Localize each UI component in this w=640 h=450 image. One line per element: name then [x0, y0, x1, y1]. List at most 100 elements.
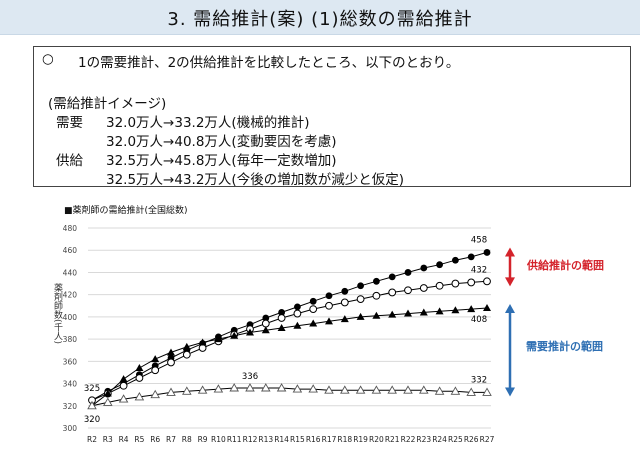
supply-range-arrow: [505, 247, 515, 287]
demand-label: 需要: [56, 115, 83, 131]
data-point: [451, 306, 460, 314]
data-point: [182, 386, 192, 395]
x-tick-label: R21: [385, 435, 400, 444]
data-point: [293, 321, 302, 329]
x-tick-label: R26: [464, 435, 479, 444]
data-point: [340, 385, 350, 394]
x-tick-label: R18: [337, 435, 352, 444]
x-tick-label: R17: [322, 435, 337, 444]
data-point: [119, 375, 128, 383]
data-label: 458: [471, 235, 487, 245]
y-axis-label-text: 薬剤師数(千人): [52, 282, 63, 344]
data-point: [372, 311, 381, 319]
data-point: [309, 305, 318, 314]
data-point: [341, 287, 349, 295]
data-point: [118, 394, 129, 403]
data-point: [182, 350, 191, 359]
demand-range-arrow: [505, 304, 515, 397]
data-point: [434, 386, 445, 395]
demand-line-2: 32.0万人→40.8万人(変動要因を考慮): [106, 134, 337, 150]
series-line: [91, 251, 488, 401]
y-tick-label: 340: [63, 380, 78, 389]
data-point: [467, 253, 475, 261]
data-point: [325, 301, 333, 310]
data-point: [261, 326, 270, 334]
x-tick-label: R6: [150, 435, 160, 444]
data-label: 332: [471, 375, 487, 385]
data-point: [166, 387, 176, 396]
x-tick-label: R15: [290, 435, 305, 444]
supply-line-1: 32.5万人→45.8万人(毎年一定数増加): [106, 153, 337, 169]
data-point: [87, 400, 97, 410]
data-point: [198, 344, 207, 352]
y-tick-label: 360: [63, 357, 78, 366]
summary-heading: (需給推計イメージ): [48, 96, 167, 112]
data-point: [293, 309, 302, 318]
bullet-mark: ○: [42, 51, 54, 67]
data-point: [134, 391, 145, 401]
data-point: [340, 315, 349, 323]
series-line: [91, 280, 488, 401]
series-3: [87, 383, 492, 410]
data-point: [467, 305, 476, 313]
x-tick-label: R2: [87, 435, 97, 444]
data-point: [371, 385, 382, 394]
data-point: [213, 384, 224, 393]
data-point: [372, 291, 381, 300]
data-point: [325, 292, 333, 300]
data-point: [340, 298, 349, 307]
series-line: [91, 307, 488, 407]
data-point: [214, 335, 223, 343]
data-point: [324, 385, 334, 394]
y-tick-label: 380: [63, 335, 78, 344]
y-tick-label: 420: [63, 291, 78, 300]
grid: [88, 227, 491, 429]
data-point: [119, 381, 128, 390]
x-tick-label: R25: [448, 435, 463, 444]
data-point: [261, 319, 270, 328]
x-tick-label: R8: [182, 435, 192, 444]
y-tick-label: 400: [63, 313, 78, 322]
supply-range-label: 供給推計の範囲: [527, 259, 604, 272]
data-point: [150, 389, 160, 399]
data-point: [450, 386, 461, 395]
data-point: [277, 324, 286, 331]
summary-box: ○ 1の需要推計、2の供給推計を比較したところ、以下のとおり。 (需給推計イメー…: [33, 46, 631, 188]
data-point: [403, 385, 413, 394]
data-point: [135, 364, 144, 371]
data-point: [435, 281, 444, 290]
data-point: [151, 355, 160, 363]
chart-label: ■薬剤師の需給推計(全国総数): [64, 206, 188, 216]
data-point: [388, 273, 396, 281]
data-point: [198, 338, 207, 346]
x-tick-label: R24: [432, 435, 447, 444]
data-point: [103, 397, 113, 406]
x-tick-label: R20: [369, 435, 384, 444]
data-point: [452, 256, 459, 264]
data-point: [404, 309, 412, 317]
series-2: [88, 304, 491, 409]
x-tick-label: R11: [227, 435, 242, 444]
x-tick-label: R4: [119, 435, 129, 444]
data-point: [246, 328, 254, 336]
data-point: [466, 387, 476, 396]
x-tick-label: R16: [306, 435, 321, 444]
supply-label: 供給: [56, 153, 83, 169]
demand-line-1: 32.0万人→33.2万人(機械的推計): [106, 115, 310, 131]
data-point: [435, 307, 444, 315]
x-tick-label: R9: [198, 435, 208, 444]
x-tick-label: R27: [480, 435, 495, 444]
x-tick-label: R14: [274, 435, 289, 444]
demand-range-label: 需要推計の範囲: [526, 340, 603, 353]
data-point: [356, 295, 365, 304]
data-point: [483, 249, 491, 256]
data-point: [419, 284, 428, 292]
data-point: [167, 348, 175, 356]
y-tick-labels: 300 320 340 360 380 400 420 440 460 480: [63, 224, 78, 433]
supply-line-2: 32.5万人→43.2万人(今後の増加数が減少と仮定): [106, 172, 404, 188]
x-tick-label: R7: [166, 435, 176, 444]
data-labels: 325 320 336 332 458 432 408: [84, 235, 487, 424]
data-point: [356, 312, 365, 320]
x-tick-label: R13: [258, 435, 273, 444]
